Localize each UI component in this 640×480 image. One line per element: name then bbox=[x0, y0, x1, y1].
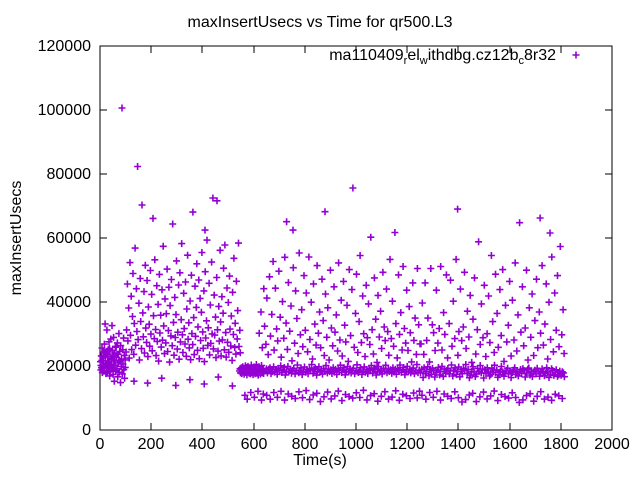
svg-text:1000: 1000 bbox=[338, 436, 374, 453]
svg-text:1800: 1800 bbox=[543, 436, 579, 453]
chart-title: maxInsertUsecs vs Time for qr500.L3 bbox=[187, 14, 453, 31]
svg-text:200: 200 bbox=[138, 436, 165, 453]
svg-text:40000: 40000 bbox=[47, 294, 92, 311]
svg-text:80000: 80000 bbox=[47, 166, 92, 183]
svg-text:400: 400 bbox=[189, 436, 216, 453]
svg-text:600: 600 bbox=[241, 436, 268, 453]
svg-text:1400: 1400 bbox=[440, 436, 476, 453]
svg-text:1200: 1200 bbox=[389, 436, 425, 453]
legend-entry: ma110409relwithdbg.cz12bc8r32 bbox=[329, 47, 556, 67]
svg-text:100000: 100000 bbox=[38, 102, 91, 119]
svg-text:20000: 20000 bbox=[47, 358, 92, 375]
svg-text:60000: 60000 bbox=[47, 230, 92, 247]
svg-text:800: 800 bbox=[292, 436, 319, 453]
svg-text:0: 0 bbox=[96, 436, 105, 453]
svg-text:1600: 1600 bbox=[492, 436, 528, 453]
x-axis-label: Time(s) bbox=[293, 452, 347, 469]
svg-text:0: 0 bbox=[82, 422, 91, 439]
svg-text:2000: 2000 bbox=[594, 436, 630, 453]
svg-text:120000: 120000 bbox=[38, 38, 91, 55]
legend-label: ma110409relwithdbg.cz12bc8r32 bbox=[329, 47, 556, 67]
